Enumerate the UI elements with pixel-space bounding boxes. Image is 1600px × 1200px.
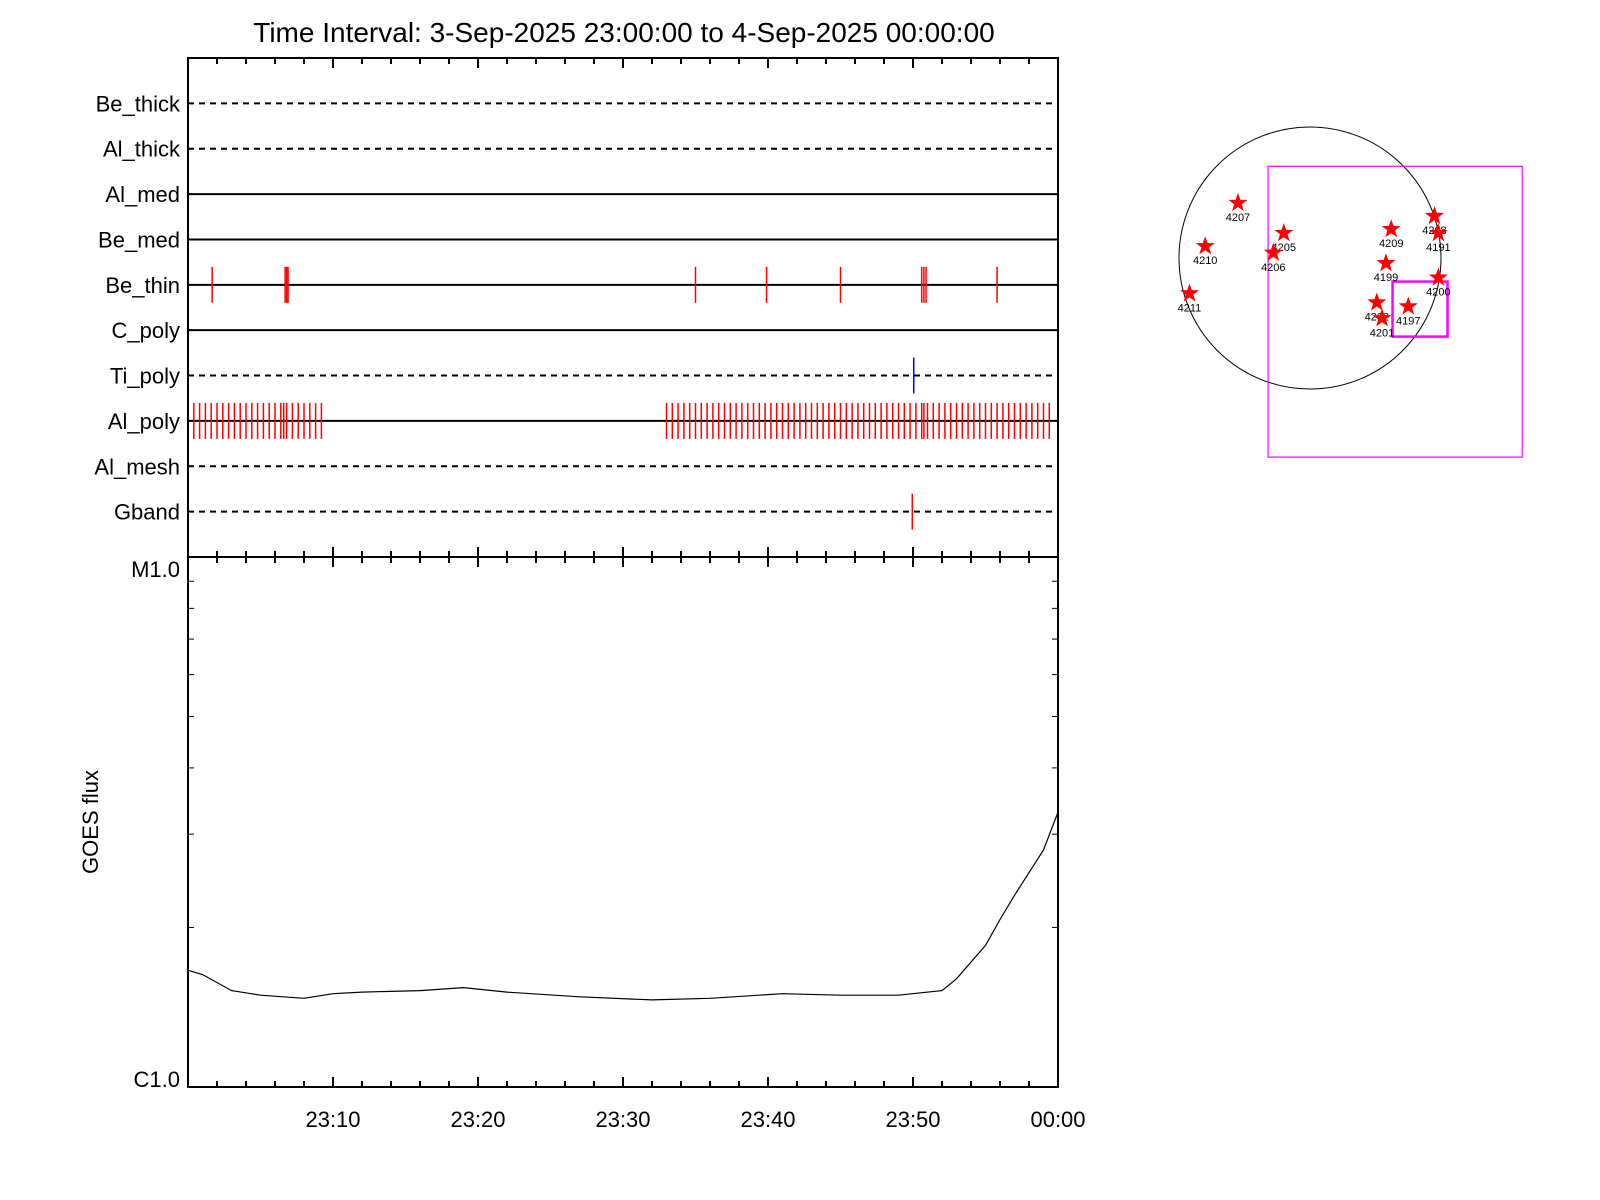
region-star — [1180, 283, 1199, 302]
x-tick-label: 23:10 — [305, 1107, 360, 1132]
solar-disk — [1178, 126, 1442, 390]
x-tick-label: 23:20 — [450, 1107, 505, 1132]
chart-title: Time Interval: 3-Sep-2025 23:00:00 to 4-… — [253, 17, 994, 48]
region-label: 4199 — [1374, 272, 1398, 284]
row-label: Be_thin — [105, 273, 180, 298]
row-label: Al_poly — [108, 409, 180, 434]
y-tick-label: M1.0 — [131, 557, 180, 582]
row-label: Be_med — [98, 227, 180, 252]
row-label: C_poly — [112, 318, 180, 343]
region-label: 4191 — [1426, 242, 1450, 254]
panel-frame — [187, 57, 1059, 558]
fov-box — [1391, 280, 1449, 338]
flux-line — [187, 811, 1059, 1001]
region-star — [1263, 242, 1283, 261]
row-label: Al_med — [105, 182, 180, 207]
region-label: 4197 — [1396, 315, 1420, 327]
row-label: Al_thick — [103, 137, 181, 162]
row-label: Ti_poly — [110, 364, 180, 389]
x-tick-label: 00:00 — [1030, 1107, 1085, 1132]
x-tick-label: 23:50 — [885, 1107, 940, 1132]
region-star — [1398, 296, 1418, 315]
region-label: 4207 — [1226, 212, 1250, 224]
region-label: 4200 — [1426, 287, 1450, 299]
region-star — [1195, 236, 1215, 255]
region-star — [1372, 308, 1392, 327]
region-star — [1428, 223, 1448, 242]
region-star — [1381, 219, 1401, 238]
region-label: 4210 — [1193, 255, 1217, 267]
region-star — [1367, 292, 1387, 311]
region-star — [1376, 253, 1396, 272]
region-star — [1228, 193, 1248, 212]
fov-box — [1267, 165, 1523, 458]
x-tick-label: 23:30 — [595, 1107, 650, 1132]
region-star — [1428, 267, 1448, 286]
y-tick-label: C1.0 — [134, 1067, 180, 1092]
region-label: 4201 — [1370, 327, 1394, 339]
x-tick-label: 23:40 — [740, 1107, 795, 1132]
panel-frame — [187, 556, 1059, 1088]
region-star — [1274, 223, 1294, 242]
region-label: 4211 — [1178, 302, 1202, 314]
region-label: 4209 — [1379, 238, 1403, 250]
y-axis-label: GOES flux — [78, 770, 103, 874]
region-star — [1424, 206, 1444, 225]
row-label: Al_mesh — [94, 454, 180, 479]
row-label: Gband — [114, 500, 180, 525]
region-label: 4206 — [1261, 262, 1285, 274]
row-label: Be_thick — [96, 91, 181, 116]
